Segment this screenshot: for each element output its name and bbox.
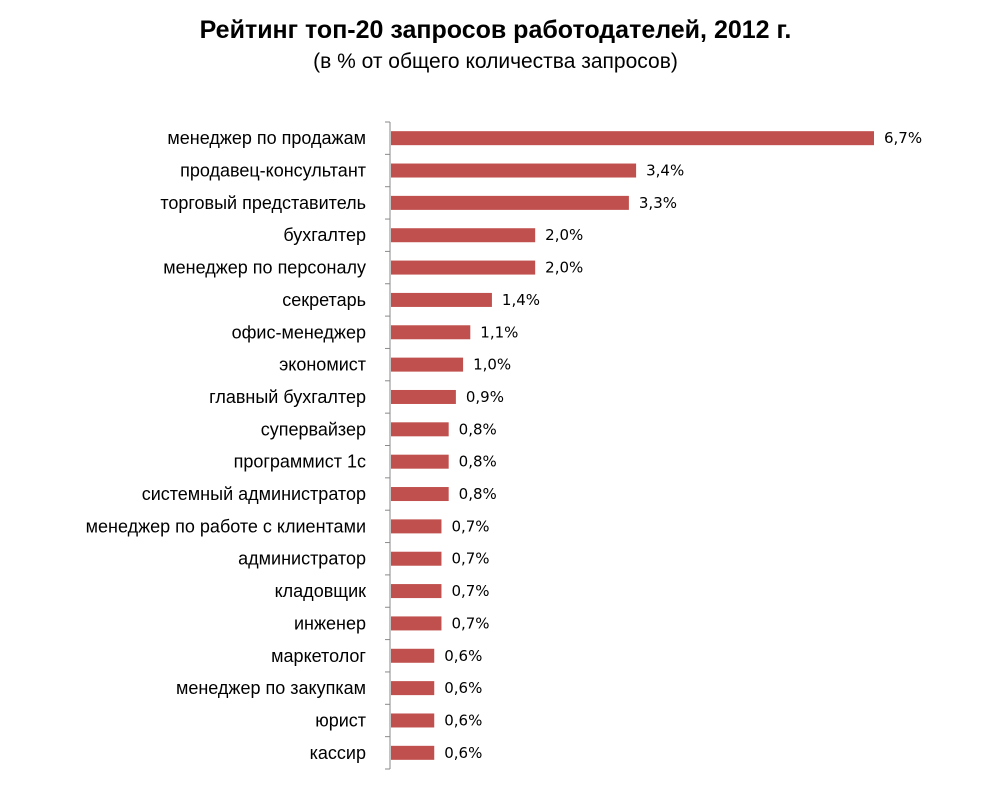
category-label: маркетолог [271, 646, 366, 666]
data-label: 2,0% [545, 226, 583, 244]
category-label: менеджер по продажам [167, 128, 366, 148]
bar [391, 325, 471, 340]
data-label: 2,0% [545, 259, 583, 277]
bar [391, 260, 536, 275]
category-label: продавец-консультант [180, 161, 366, 181]
data-label: 1,0% [473, 356, 511, 374]
data-label: 0,6% [444, 647, 482, 665]
category-label: администратор [238, 549, 366, 569]
bar [391, 648, 435, 663]
category-label: офис-менеджер [232, 322, 366, 342]
category-label: секретарь [282, 290, 366, 310]
data-label: 0,8% [459, 485, 497, 503]
category-label: системный администратор [142, 484, 366, 504]
bar [391, 454, 449, 469]
category-label: экономист [279, 355, 366, 375]
bar [391, 228, 536, 243]
data-label: 0,7% [451, 550, 489, 568]
category-label: менеджер по работе с клиентами [86, 516, 366, 536]
data-label: 3,3% [639, 194, 677, 212]
bar [391, 519, 442, 534]
chart-subtitle: (в % от общего количества запросов) [313, 50, 678, 73]
category-label: менеджер по закупкам [176, 678, 366, 698]
bar [391, 487, 449, 502]
category-label: программист 1с [234, 452, 366, 472]
category-label: кладовщик [275, 581, 367, 601]
data-label: 3,4% [646, 162, 684, 180]
data-label: 0,7% [451, 517, 489, 535]
data-label: 1,1% [480, 323, 518, 341]
data-label: 0,8% [459, 453, 497, 471]
bar [391, 584, 442, 599]
category-label: инженер [294, 613, 366, 633]
bar [391, 616, 442, 631]
category-label: главный бухгалтер [209, 387, 366, 407]
bar [391, 389, 456, 404]
category-label: менеджер по персоналу [163, 258, 366, 278]
category-label: супервайзер [261, 419, 366, 439]
data-label: 0,8% [459, 420, 497, 438]
category-label: торговый представитель [160, 193, 366, 213]
bar [391, 713, 435, 728]
data-label: 0,6% [444, 679, 482, 697]
category-label: юрист [315, 710, 366, 730]
data-label: 0,9% [466, 388, 504, 406]
data-label: 6,7% [884, 129, 922, 147]
data-label: 0,7% [451, 582, 489, 600]
bar [391, 422, 449, 437]
bar [391, 131, 874, 146]
bar [391, 745, 435, 760]
bar [391, 551, 442, 566]
data-label: 0,6% [444, 711, 482, 729]
data-label: 1,4% [502, 291, 540, 309]
bar [391, 292, 492, 307]
bar [391, 357, 464, 372]
bar [391, 163, 637, 178]
bar [391, 681, 435, 696]
category-label: бухгалтер [283, 225, 366, 245]
bar [391, 195, 629, 210]
data-label: 0,7% [451, 614, 489, 632]
category-label: кассир [310, 743, 366, 763]
chart-title: Рейтинг топ-20 запросов работодателей, 2… [199, 16, 792, 44]
data-label: 0,6% [444, 744, 482, 762]
